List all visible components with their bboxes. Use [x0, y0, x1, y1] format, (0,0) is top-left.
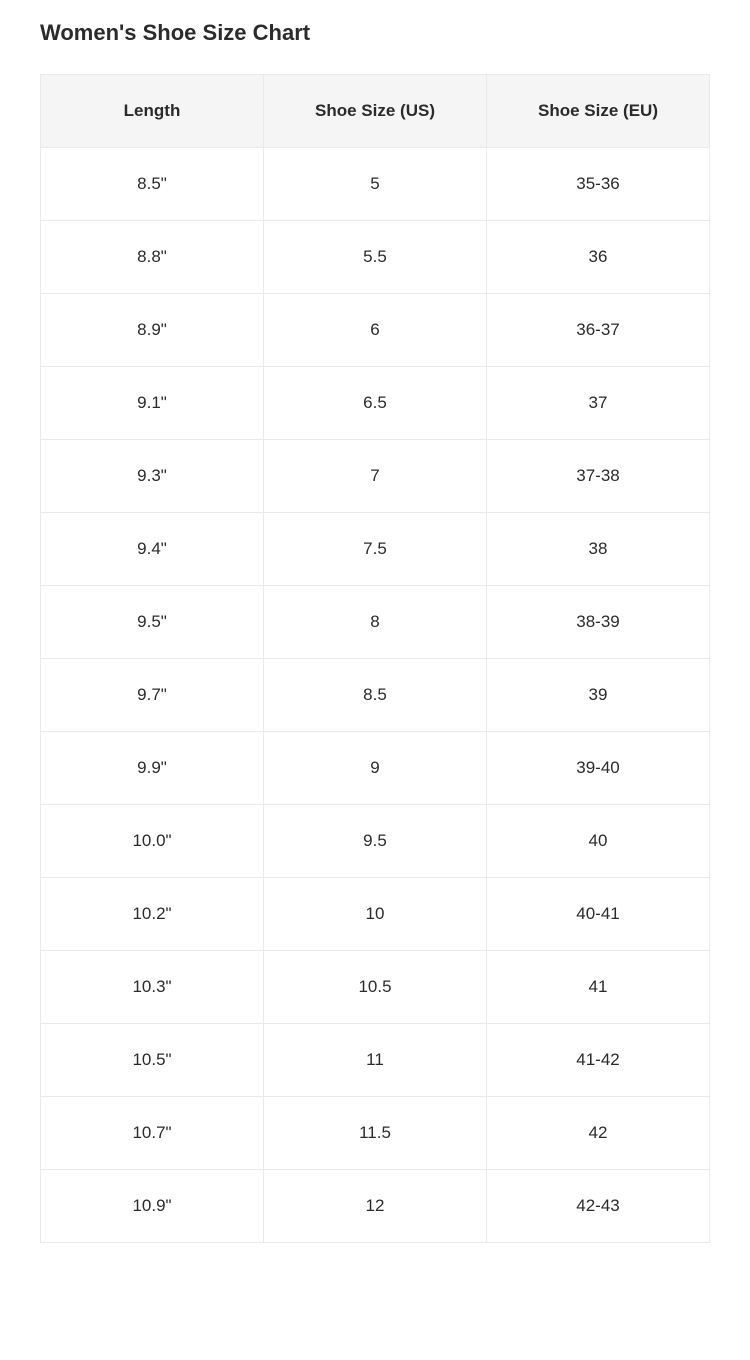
page-title: Women's Shoe Size Chart [40, 20, 710, 46]
cell-length: 10.7" [41, 1097, 264, 1170]
cell-length: 10.9" [41, 1170, 264, 1243]
table-row: 8.9" 6 36-37 [41, 294, 710, 367]
cell-length: 9.3" [41, 440, 264, 513]
table-row: 9.1" 6.5 37 [41, 367, 710, 440]
cell-eu: 42 [487, 1097, 710, 1170]
cell-us: 10 [264, 878, 487, 951]
table-body: 8.5" 5 35-36 8.8" 5.5 36 8.9" 6 36-37 9.… [41, 148, 710, 1243]
table-row: 10.3" 10.5 41 [41, 951, 710, 1024]
cell-eu: 36-37 [487, 294, 710, 367]
cell-us: 5.5 [264, 221, 487, 294]
table-row: 9.7" 8.5 39 [41, 659, 710, 732]
cell-length: 9.5" [41, 586, 264, 659]
cell-length: 9.9" [41, 732, 264, 805]
table-row: 8.8" 5.5 36 [41, 221, 710, 294]
cell-eu: 42-43 [487, 1170, 710, 1243]
table-row: 10.2" 10 40-41 [41, 878, 710, 951]
cell-eu: 38-39 [487, 586, 710, 659]
cell-length: 8.9" [41, 294, 264, 367]
cell-length: 10.0" [41, 805, 264, 878]
column-header-length: Length [41, 75, 264, 148]
table-row: 10.7" 11.5 42 [41, 1097, 710, 1170]
cell-eu: 40 [487, 805, 710, 878]
table-row: 9.5" 8 38-39 [41, 586, 710, 659]
cell-length: 10.2" [41, 878, 264, 951]
column-header-us: Shoe Size (US) [264, 75, 487, 148]
table-row: 10.0" 9.5 40 [41, 805, 710, 878]
cell-eu: 39-40 [487, 732, 710, 805]
cell-us: 7 [264, 440, 487, 513]
cell-us: 10.5 [264, 951, 487, 1024]
cell-us: 8 [264, 586, 487, 659]
table-row: 9.4" 7.5 38 [41, 513, 710, 586]
table-row: 10.5" 11 41-42 [41, 1024, 710, 1097]
cell-eu: 38 [487, 513, 710, 586]
column-header-eu: Shoe Size (EU) [487, 75, 710, 148]
cell-eu: 41-42 [487, 1024, 710, 1097]
cell-eu: 36 [487, 221, 710, 294]
cell-us: 6 [264, 294, 487, 367]
table-header-row: Length Shoe Size (US) Shoe Size (EU) [41, 75, 710, 148]
cell-us: 5 [264, 148, 487, 221]
cell-us: 11 [264, 1024, 487, 1097]
cell-us: 12 [264, 1170, 487, 1243]
table-row: 9.9" 9 39-40 [41, 732, 710, 805]
cell-us: 8.5 [264, 659, 487, 732]
cell-length: 9.7" [41, 659, 264, 732]
cell-eu: 37 [487, 367, 710, 440]
cell-length: 9.4" [41, 513, 264, 586]
cell-us: 7.5 [264, 513, 487, 586]
cell-eu: 37-38 [487, 440, 710, 513]
cell-us: 11.5 [264, 1097, 487, 1170]
table-row: 9.3" 7 37-38 [41, 440, 710, 513]
table-row: 10.9" 12 42-43 [41, 1170, 710, 1243]
size-chart-table: Length Shoe Size (US) Shoe Size (EU) 8.5… [40, 74, 710, 1243]
cell-us: 9 [264, 732, 487, 805]
cell-length: 9.1" [41, 367, 264, 440]
cell-length: 8.5" [41, 148, 264, 221]
cell-us: 6.5 [264, 367, 487, 440]
size-chart-table-container: Length Shoe Size (US) Shoe Size (EU) 8.5… [40, 74, 710, 1243]
cell-eu: 35-36 [487, 148, 710, 221]
cell-length: 8.8" [41, 221, 264, 294]
cell-length: 10.3" [41, 951, 264, 1024]
cell-length: 10.5" [41, 1024, 264, 1097]
cell-eu: 41 [487, 951, 710, 1024]
cell-eu: 40-41 [487, 878, 710, 951]
cell-eu: 39 [487, 659, 710, 732]
cell-us: 9.5 [264, 805, 487, 878]
table-row: 8.5" 5 35-36 [41, 148, 710, 221]
